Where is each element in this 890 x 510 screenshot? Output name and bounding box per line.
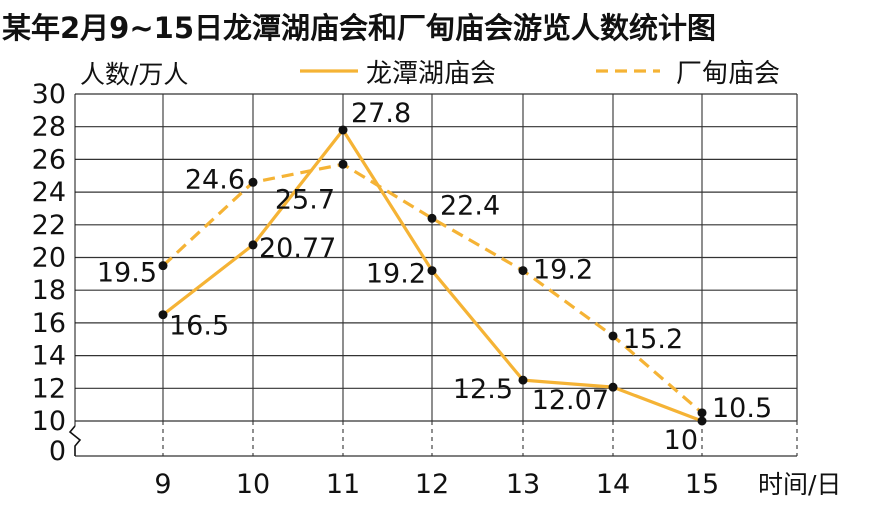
x-tick-label: 12 xyxy=(415,469,449,500)
data-label-changdian: 25.7 xyxy=(275,184,335,215)
data-label-changdian: 10.5 xyxy=(712,393,772,424)
y-tick-label: 20 xyxy=(32,243,66,274)
y-tick-label: 10 xyxy=(32,406,66,437)
data-label-changdian: 19.2 xyxy=(533,255,593,286)
y-tick-label: 30 xyxy=(32,79,66,110)
x-tick-label: 9 xyxy=(154,469,171,500)
point-changdian xyxy=(608,331,618,341)
data-label-longtanhu: 16.5 xyxy=(169,311,229,342)
point-longtanhu xyxy=(248,240,258,250)
data-label-changdian: 24.6 xyxy=(185,164,245,195)
point-longtanhu xyxy=(697,416,707,426)
x-tick-label: 15 xyxy=(685,469,719,500)
point-longtanhu xyxy=(518,375,528,385)
axis-break-zigzag xyxy=(68,425,82,456)
x-tick-label: 11 xyxy=(326,469,360,500)
series-layer xyxy=(158,125,707,426)
x-axis-label: 时间/日 xyxy=(758,470,841,499)
y-tick-label: 22 xyxy=(32,210,66,241)
y-axis-label: 人数/万人 xyxy=(80,60,188,89)
data-label-changdian: 19.5 xyxy=(97,258,157,289)
data-label-layer: 16.5 20.77 27.8 19.2 12.5 12.07 10 19.5 24.6 25.7… xyxy=(97,98,772,456)
legend: 龙潭湖庙会 厂甸庙会 xyxy=(300,59,780,89)
point-changdian xyxy=(158,261,168,271)
legend-label-changdian: 厂甸庙会 xyxy=(676,59,780,89)
y-tick-label: 28 xyxy=(32,112,66,143)
data-label-changdian: 22.4 xyxy=(440,190,500,221)
y-tick-label: 0 xyxy=(49,436,66,467)
data-label-longtanhu: 10 xyxy=(664,425,698,456)
x-tick-label: 10 xyxy=(236,469,270,500)
x-tick-label: 13 xyxy=(506,469,540,500)
point-changdian xyxy=(518,266,528,276)
data-label-changdian: 15.2 xyxy=(623,324,683,355)
point-longtanhu xyxy=(158,310,168,320)
data-label-longtanhu: 20.77 xyxy=(259,233,336,264)
chart-title: 某年2月9~15日龙潭湖庙会和厂甸庙会游览人数统计图 xyxy=(2,11,716,45)
y-tick-label: 14 xyxy=(32,341,66,372)
y-tick-label: 16 xyxy=(32,308,66,339)
point-longtanhu xyxy=(427,266,437,276)
y-tick-label: 24 xyxy=(32,177,66,208)
y-tick-label: 12 xyxy=(32,373,66,404)
y-tick-label: 26 xyxy=(32,144,66,175)
data-label-longtanhu: 12.07 xyxy=(532,385,609,416)
data-label-longtanhu: 19.2 xyxy=(366,259,426,290)
point-changdian xyxy=(338,159,348,169)
y-tick-label: 18 xyxy=(32,275,66,306)
legend-label-longtanhu: 龙潭湖庙会 xyxy=(366,59,496,89)
point-changdian xyxy=(248,177,258,187)
data-label-longtanhu: 12.5 xyxy=(453,374,513,405)
x-tick-label: 14 xyxy=(596,469,630,500)
data-label-longtanhu: 27.8 xyxy=(351,98,411,129)
point-longtanhu xyxy=(338,125,348,135)
point-changdian xyxy=(427,213,437,223)
point-longtanhu xyxy=(608,382,618,392)
point-changdian xyxy=(697,408,707,418)
